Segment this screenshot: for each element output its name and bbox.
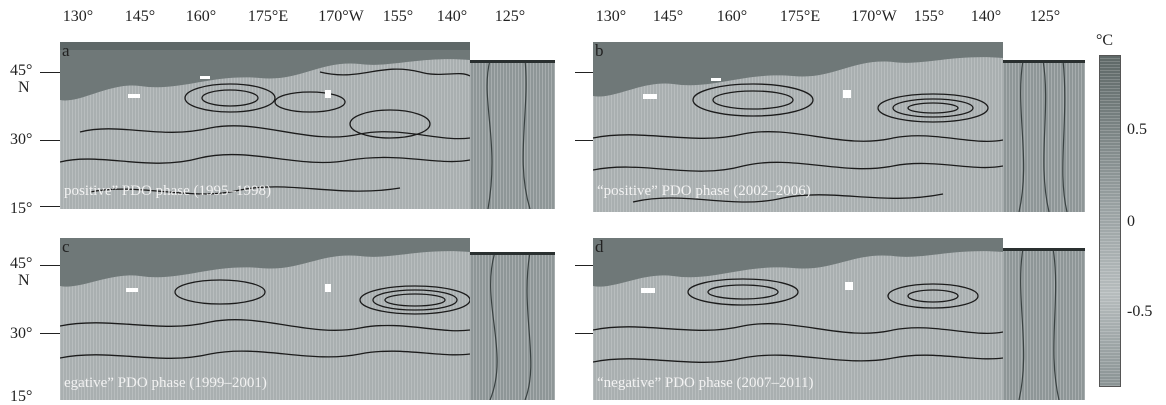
panel-letter-c: c (62, 238, 70, 256)
lon-label: 175°E (779, 8, 821, 25)
lon-label: 170°W (318, 8, 364, 25)
colorbar-tick-label: -0.5 (1127, 303, 1153, 320)
panel-caption-b: “positive” PDO phase (2002–2006) (597, 183, 811, 199)
panel-letter-d: d (595, 238, 604, 256)
side-strip-a (470, 60, 555, 209)
lon-label: 175°E (247, 8, 289, 25)
map-panel-a: a positive” PDO phase (1995–1998) (60, 42, 470, 209)
tick (40, 72, 60, 73)
lon-label: 125° (494, 8, 526, 25)
tick (575, 72, 593, 73)
tick (40, 206, 60, 207)
panel-caption-a: positive” PDO phase (1995–1998) (64, 183, 272, 199)
tick (575, 333, 593, 334)
map-panel-d: d “negative” PDO phase (2007–2011) (593, 238, 1003, 400)
tick (575, 140, 593, 141)
lat-label-30: 30° (10, 131, 33, 148)
colorbar-unit: °C (1096, 32, 1114, 49)
lon-label: 155° (382, 8, 414, 25)
colorbar-tick-label: 0 (1127, 213, 1135, 230)
lon-label: 140° (970, 8, 1002, 25)
lon-label: 145° (124, 8, 156, 25)
contour-map-a (60, 42, 470, 195)
lon-label: 145° (652, 8, 684, 25)
contour-map-b (593, 42, 1003, 203)
side-strip-d (1003, 248, 1085, 400)
tick (575, 265, 593, 266)
lat-label-north: N (18, 79, 30, 96)
panel-letter-a: a (62, 42, 70, 60)
lon-label: 140° (436, 8, 468, 25)
side-strip-c (470, 252, 555, 400)
lat-label-45: 45° (10, 255, 33, 272)
lon-label: 160° (716, 8, 748, 25)
panel-caption-c: egative” PDO phase (1999–2001) (64, 375, 267, 391)
contour-map-c (60, 238, 470, 359)
panel-letter-b: b (595, 42, 604, 60)
map-panel-b: b “positive” PDO phase (2002–2006) (593, 42, 1003, 212)
colorbar (1099, 55, 1121, 387)
map-panel-c: c egative” PDO phase (1999–2001) (60, 238, 470, 400)
lon-label: 155° (913, 8, 945, 25)
lat-label-45: 45° (10, 62, 33, 79)
colorbar-tick-label: 0.5 (1127, 121, 1147, 138)
lat-label-30: 30° (10, 325, 33, 342)
lon-label: 170°W (851, 8, 897, 25)
contour-map-d (593, 238, 1003, 363)
panel-caption-d: “negative” PDO phase (2007–2011) (597, 375, 814, 391)
lat-label-15: 15° (10, 200, 33, 217)
tick (40, 265, 60, 266)
tick (40, 140, 60, 141)
tick (40, 333, 60, 334)
lon-label: 125° (1029, 8, 1061, 25)
lat-label-15: 15° (10, 388, 33, 405)
lat-label-north: N (18, 272, 30, 289)
lon-label: 130° (595, 8, 627, 25)
lon-label: 130° (62, 8, 94, 25)
lon-label: 160° (185, 8, 217, 25)
side-strip-b (1003, 60, 1085, 212)
